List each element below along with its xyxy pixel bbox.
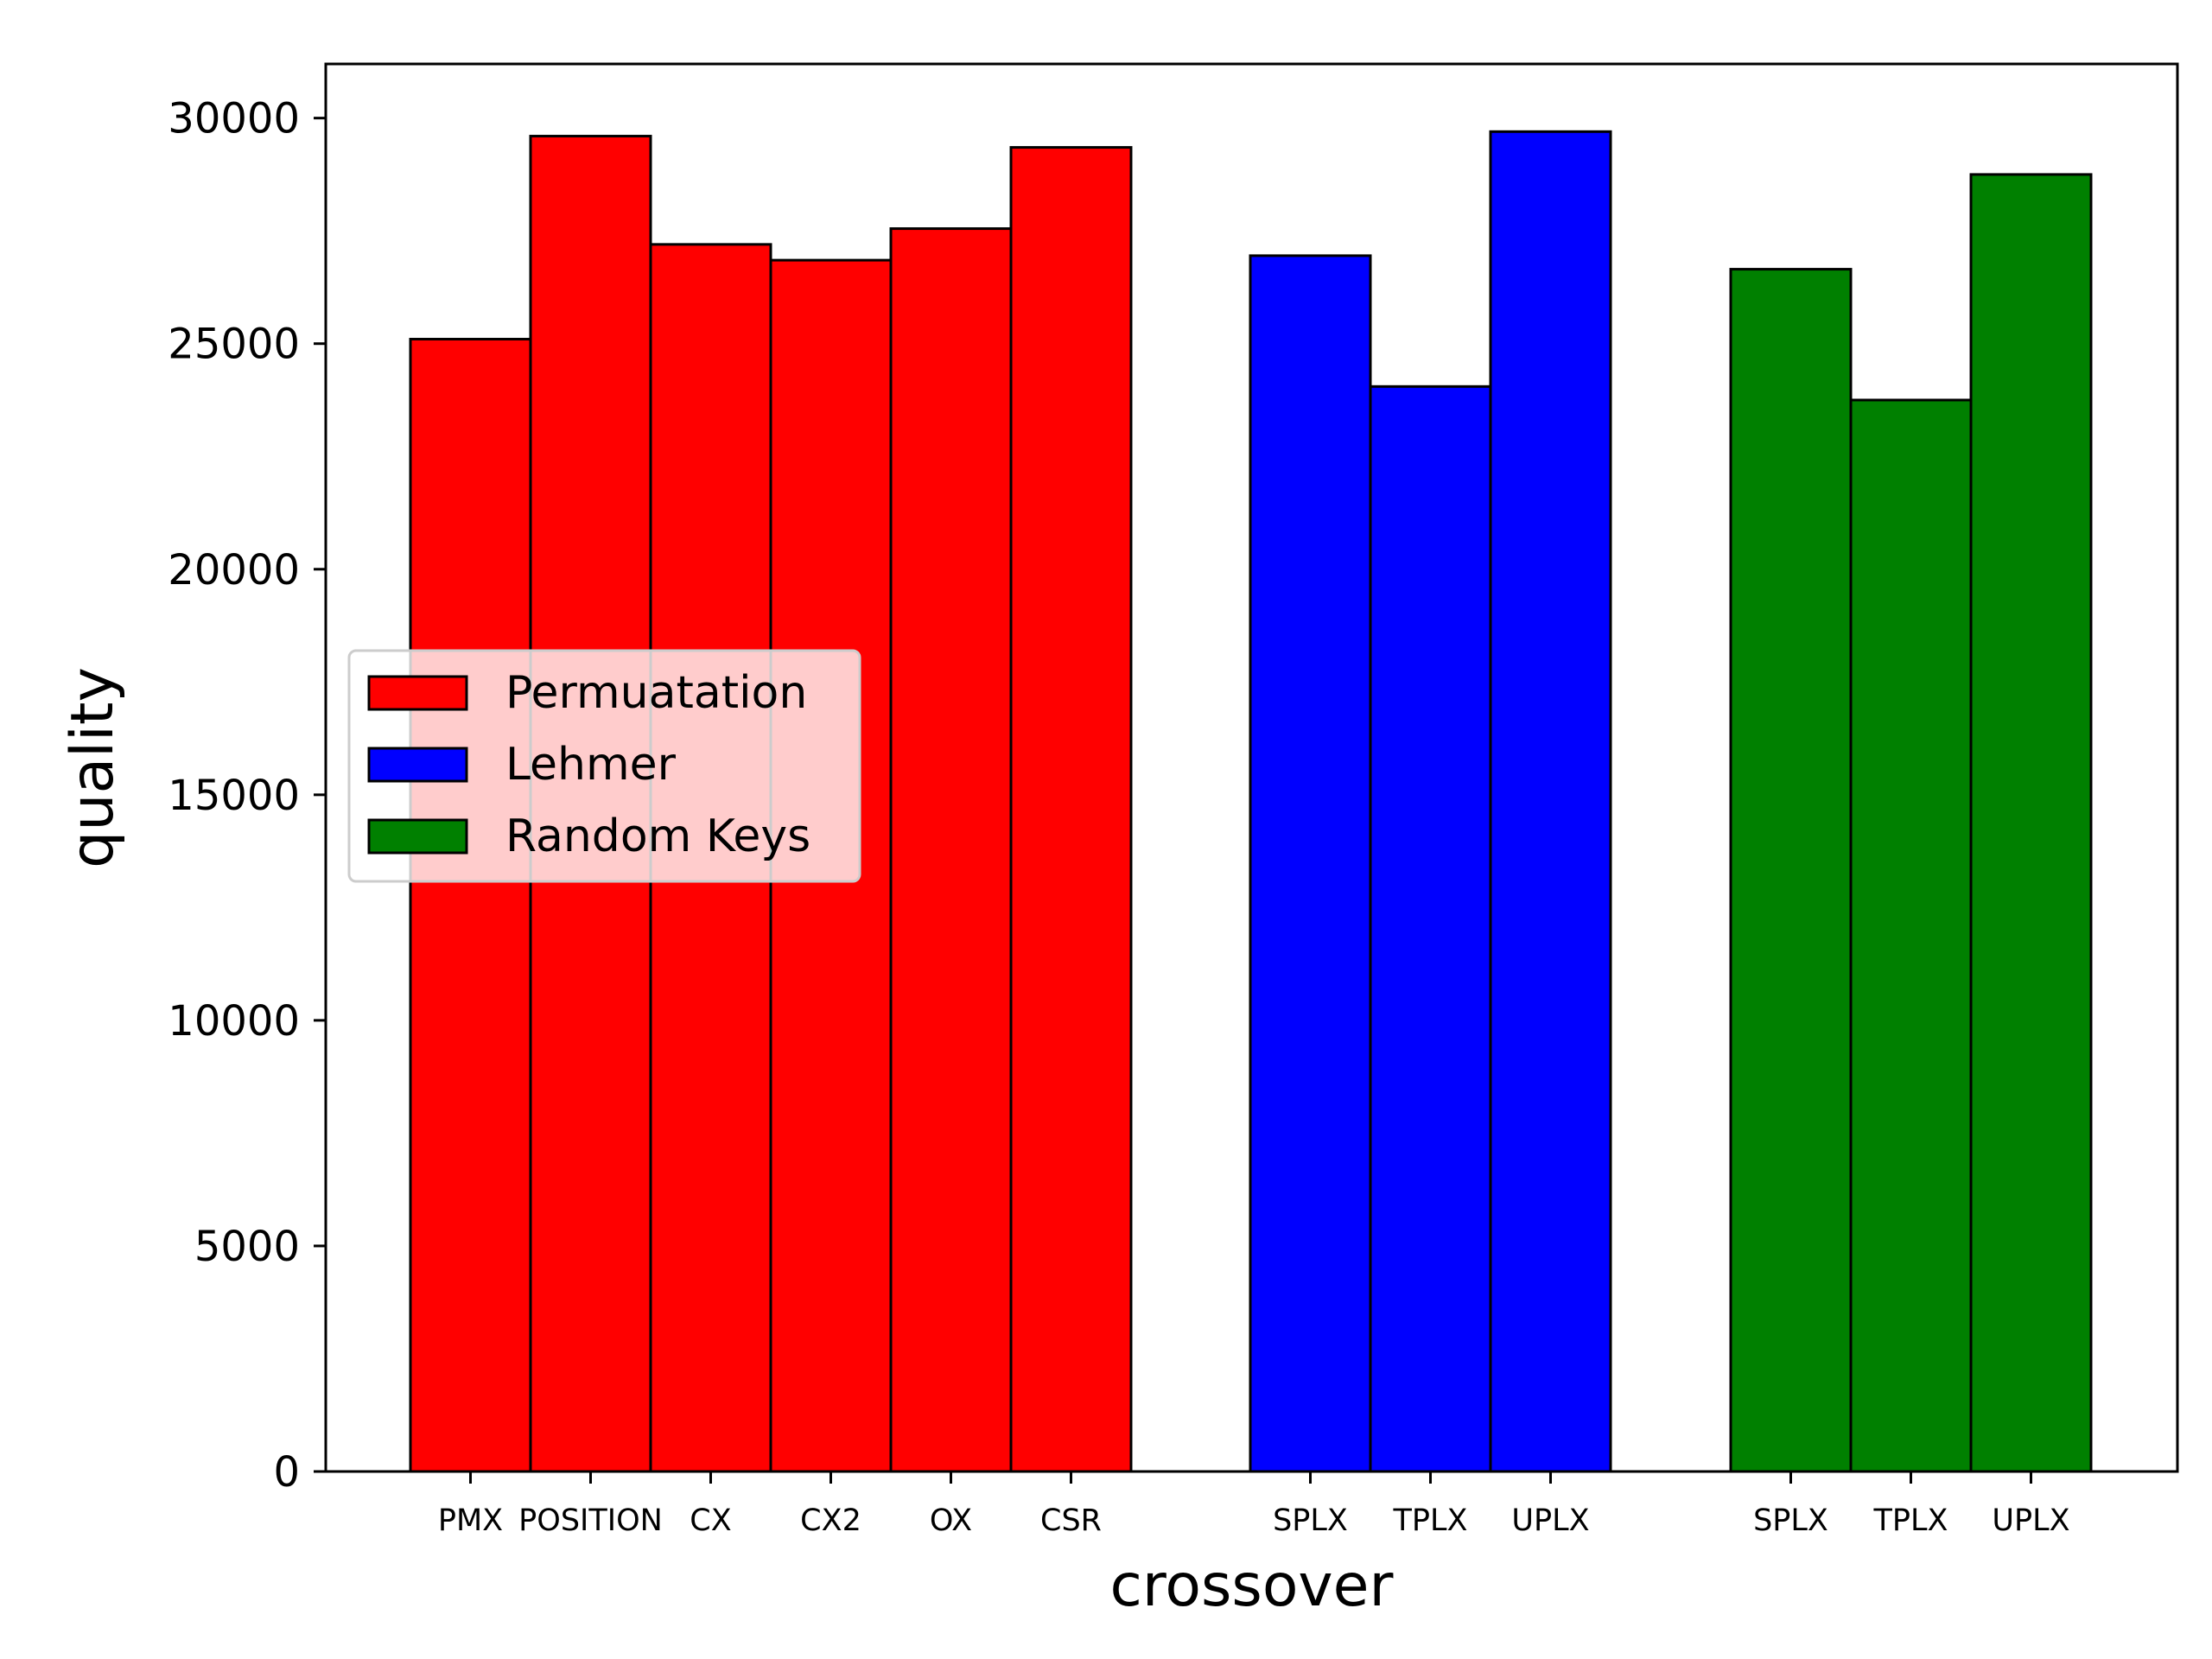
bar-random-keys-tplx	[1849, 398, 1973, 1473]
legend: Permuatation Lehmer Random Keys	[347, 649, 861, 883]
x-tick-label-random-keys-splx: SPLX	[1753, 1503, 1828, 1538]
y-tick-label-20000: 20000	[168, 546, 300, 594]
x-tick-label-permuatation-pmx: PMX	[438, 1503, 503, 1538]
legend-box	[347, 649, 861, 883]
bar-permuatation-csr	[1009, 146, 1133, 1473]
x-tick-label-permuatation-csr: CSR	[1040, 1503, 1102, 1538]
x-tick-label-permuatation-ox: OX	[930, 1503, 972, 1538]
bar-lehmer-tplx	[1369, 385, 1492, 1473]
y-tick-label-5000: 5000	[194, 1223, 300, 1271]
y-tick-label-30000: 30000	[168, 95, 300, 143]
x-tick-label-lehmer-splx: SPLX	[1273, 1503, 1348, 1538]
x-axis: PMX POSITION CX CX2 OX CSR SPLX TPLX UPLX SPLX TPL…	[438, 1471, 2070, 1538]
legend-swatch-random-keys	[367, 818, 468, 855]
bar-lehmer-uplx	[1489, 130, 1612, 1473]
bar-permuatation-ox	[889, 227, 1013, 1473]
y-tick-label-15000: 15000	[168, 772, 300, 820]
x-tick-label-permuatation-cx2: CX2	[800, 1503, 861, 1538]
bar-permuatation-pmx	[409, 337, 532, 1473]
y-axis-label: quality	[59, 667, 127, 868]
bars-group	[409, 130, 2093, 1473]
legend-swatch-permuatation	[367, 675, 468, 711]
x-tick-label-random-keys-tplx: TPLX	[1873, 1503, 1948, 1538]
x-tick-label-lehmer-uplx: UPLX	[1511, 1503, 1589, 1538]
y-tick-label-10000: 10000	[168, 997, 300, 1046]
x-tick-label-random-keys-uplx: UPLX	[1992, 1503, 2069, 1538]
legend-swatch-lehmer	[367, 747, 468, 783]
bar-lehmer-splx	[1249, 254, 1372, 1473]
x-tick-label-lehmer-tplx: TPLX	[1393, 1503, 1468, 1538]
bar-random-keys-splx	[1729, 268, 1853, 1473]
legend-label-permuatation: Permuatation	[505, 667, 807, 719]
y-axis: 0 5000 10000 15000 20000 25000 30000	[168, 95, 326, 1497]
legend-label-lehmer: Lehmer	[505, 739, 677, 791]
x-tick-label-permuatation-position: POSITION	[518, 1503, 663, 1538]
plot-frame	[324, 62, 2179, 1473]
x-tick-label-permuatation-cx: CX	[690, 1503, 731, 1538]
bar-random-keys-uplx	[1969, 173, 2093, 1473]
y-tick-label-0: 0	[273, 1448, 300, 1497]
y-tick-label-25000: 25000	[168, 321, 300, 369]
x-axis-label: crossover	[1110, 1552, 1394, 1620]
legend-label-random-keys: Random Keys	[505, 810, 810, 862]
